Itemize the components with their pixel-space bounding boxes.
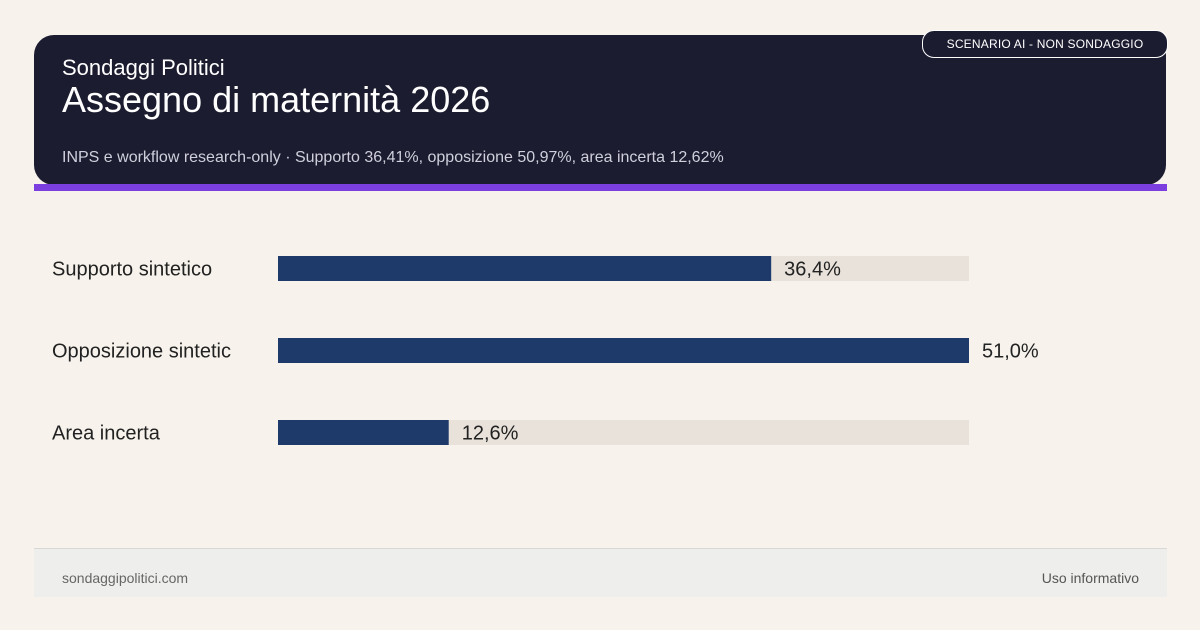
- bar-chart: Supporto sintetico 36,4% Opposizione sinte…: [52, 256, 1039, 445]
- category-label: Opposizione sintetic: [52, 341, 231, 363]
- brand-name: Sondaggi Politici: [62, 55, 225, 80]
- chart-title: Assegno di maternità 2026: [62, 79, 491, 120]
- footer: sondaggipolitici.com Uso informativo: [34, 548, 1167, 597]
- bar: [278, 256, 772, 281]
- value-label: 51,0%: [982, 341, 1039, 363]
- category-label: Supporto sintetico: [52, 259, 212, 281]
- chart-subtitle: INPS e workflow research-only · Supporto…: [62, 149, 724, 166]
- bar: [278, 420, 449, 445]
- scenario-badge: SCENARIO AI - NON SONDAGGIO: [922, 30, 1168, 58]
- value-label: 12,6%: [462, 423, 519, 445]
- bar: [278, 338, 969, 363]
- footer-site: sondaggipolitici.com: [62, 570, 189, 586]
- header-accent-line: [34, 184, 1167, 191]
- category-label: Area incerta: [52, 423, 161, 445]
- value-label: 36,4%: [784, 259, 841, 281]
- chart-header: Sondaggi Politici Assegno di maternità 2…: [34, 35, 1166, 185]
- footer-note: Uso informativo: [1041, 570, 1139, 586]
